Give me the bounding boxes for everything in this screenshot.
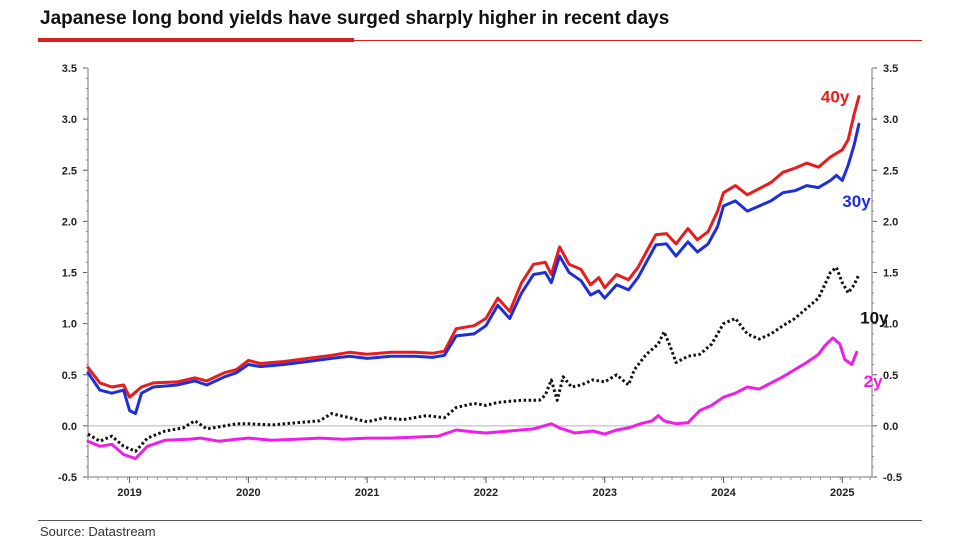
- title-underline: [38, 40, 922, 41]
- y-tick-label-left: 0.0: [62, 421, 77, 433]
- y-tick-label-left: 1.5: [62, 268, 77, 280]
- series-line-10y: [87, 265, 861, 453]
- y-tick-label-right: 0.5: [883, 370, 898, 382]
- y-tick-label-right: 2.5: [883, 165, 898, 177]
- chart-series: [86, 95, 861, 461]
- x-tick-label: 2019: [117, 487, 141, 499]
- y-tick-label-left: 3.5: [62, 63, 77, 75]
- x-tick-label: 2022: [474, 487, 498, 499]
- y-tick-label-right: 3.0: [883, 114, 898, 126]
- y-tick-label-left: 3.0: [62, 114, 77, 126]
- x-tick-label: 2025: [830, 487, 854, 499]
- y-tick-label-right: 1.5: [883, 268, 898, 280]
- source-divider: [38, 520, 922, 521]
- y-tick-label-right: 1.0: [883, 319, 898, 331]
- series-line-2y: [86, 336, 859, 461]
- series-label-2y: 2y: [864, 372, 883, 391]
- series-label-30y: 30y: [842, 192, 871, 211]
- source-note: Source: Datastream: [40, 524, 156, 539]
- chart-title: Japanese long bond yields have surged sh…: [40, 8, 670, 29]
- y-tick-label-left: -0.5: [58, 472, 77, 484]
- x-tick-label: 2023: [592, 487, 616, 499]
- series-line-40y: [86, 95, 861, 399]
- y-tick-label-right: 3.5: [883, 63, 898, 75]
- y-tick-label-left: 2.0: [62, 216, 77, 228]
- chart-series-labels: 40y 30y 10y 2y: [821, 88, 889, 391]
- x-tick-label: 2021: [355, 487, 379, 499]
- y-tick-label-right: -0.5: [883, 472, 902, 484]
- x-tick-label: 2020: [236, 487, 260, 499]
- y-tick-label-right: 2.0: [883, 216, 898, 228]
- series-label-10y: 10y: [860, 308, 889, 327]
- y-tick-label-left: 1.0: [62, 319, 77, 331]
- y-tick-label-right: 0.0: [883, 421, 898, 433]
- series-line-30y: [86, 122, 861, 416]
- y-tick-label-left: 2.5: [62, 165, 77, 177]
- y-tick-label-left: 0.5: [62, 370, 77, 382]
- series-label-40y: 40y: [821, 88, 850, 107]
- x-tick-label: 2024: [711, 487, 736, 499]
